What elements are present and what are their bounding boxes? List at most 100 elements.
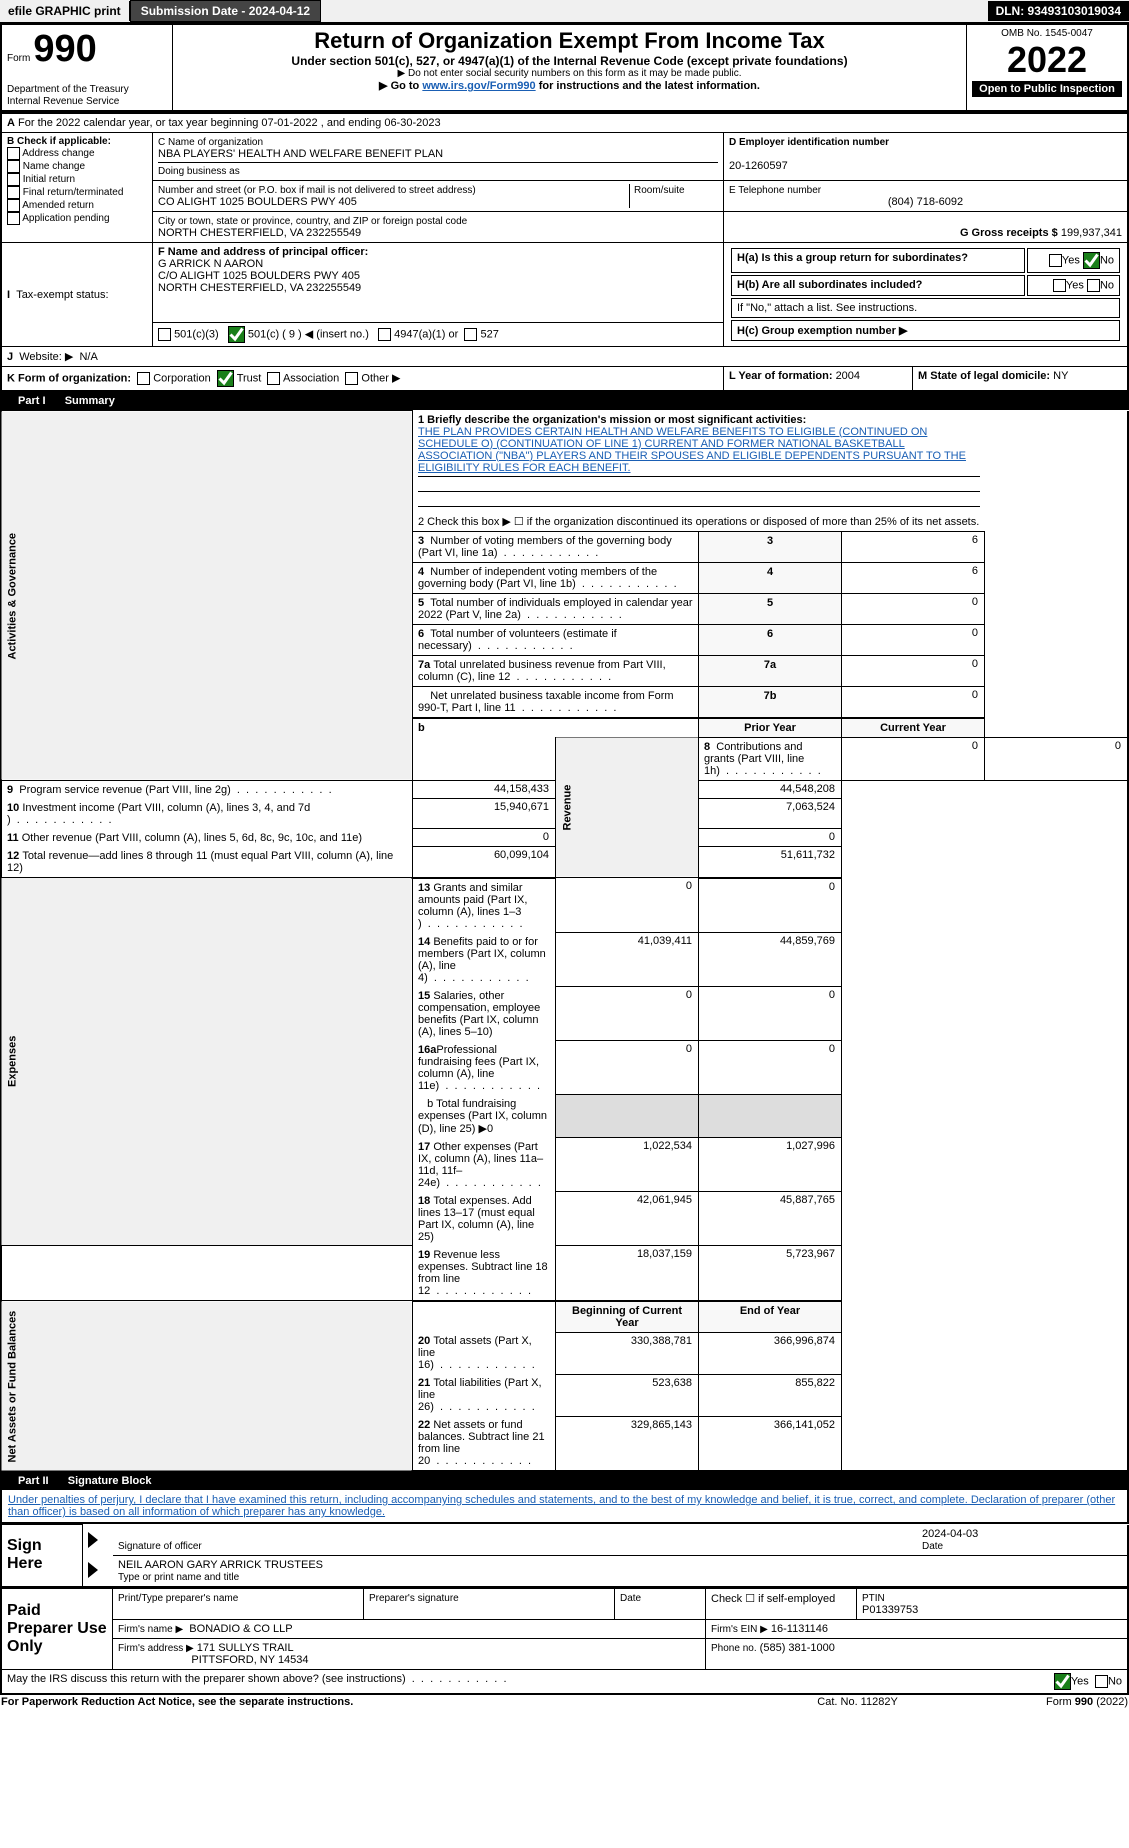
prior-year-hdr: Prior Year — [699, 718, 842, 738]
checkbox-initial-return[interactable] — [7, 173, 20, 186]
ha-no-checkbox[interactable] — [1083, 252, 1100, 269]
line16a-label: Professional fundraising fees (Part IX, … — [418, 1044, 540, 1092]
line13-label: Grants and similar amounts paid (Part IX… — [418, 882, 527, 930]
firm-phone: (585) 381-1000 — [760, 1642, 835, 1654]
perjury-declaration[interactable]: Under penalties of perjury, I declare th… — [8, 1494, 1115, 1518]
g-gross-label: G Gross receipts $ — [960, 227, 1058, 239]
side-revenue: Revenue — [556, 737, 699, 878]
prep-date-label: Date — [620, 1593, 641, 1604]
i-501c3-checkbox[interactable] — [158, 328, 171, 341]
part-ii-label: Part II — [8, 1473, 59, 1489]
i-4947-checkbox[interactable] — [378, 328, 391, 341]
checkbox-name-change[interactable] — [7, 160, 20, 173]
line6-val: 0 — [842, 624, 985, 655]
p8: 0 — [842, 737, 985, 780]
p18: 42,061,945 — [556, 1192, 699, 1246]
p10: 15,940,671 — [413, 799, 556, 829]
part-ii-header: Part II Signature Block — [0, 1472, 1129, 1490]
l-year-label: L Year of formation: — [729, 370, 836, 382]
ein-value: 20-1260597 — [729, 160, 788, 172]
part-i-title: Summary — [65, 395, 115, 407]
mission-text[interactable]: THE PLAN PROVIDES CERTAIN HEALTH AND WEL… — [418, 426, 966, 474]
footer-row: For Paperwork Reduction Act Notice, see … — [0, 1695, 1129, 1709]
efile-header-bar: efile GRAPHIC print Submission Date - 20… — [0, 0, 1129, 23]
gross-receipts: 199,937,341 — [1061, 227, 1122, 239]
k-form-org-label: K Form of organization: — [7, 372, 131, 384]
i-501c-checkbox[interactable] — [228, 326, 245, 343]
firm-ein-label: Firm's EIN ▶ — [711, 1624, 768, 1635]
p14: 41,039,411 — [556, 933, 699, 987]
i-527-checkbox[interactable] — [464, 328, 477, 341]
form-label: Form — [7, 53, 30, 64]
c16a: 0 — [699, 1041, 842, 1095]
form-number: 990 — [33, 28, 96, 70]
website-value: N/A — [79, 351, 97, 363]
discuss-no-checkbox[interactable] — [1095, 1675, 1108, 1688]
checkbox-amended-return[interactable] — [7, 199, 20, 212]
line20-label: Total assets (Part X, line 16) — [418, 1335, 535, 1371]
c14: 44,859,769 — [699, 933, 842, 987]
p21: 523,638 — [556, 1374, 699, 1416]
line3-label: Number of voting members of the governin… — [418, 535, 672, 559]
discuss-yes-checkbox[interactable] — [1054, 1673, 1071, 1690]
c18: 45,887,765 — [699, 1192, 842, 1246]
line18-label: Total expenses. Add lines 13–17 (must eq… — [418, 1195, 535, 1243]
checkbox-application-pending[interactable] — [7, 212, 20, 225]
hb-yes: Yes — [1066, 279, 1084, 291]
c19: 5,723,967 — [699, 1246, 842, 1301]
b-item-3: Final return/terminated — [23, 187, 124, 198]
line19-label: Revenue less expenses. Subtract line 18 … — [418, 1249, 548, 1297]
line3-val: 6 — [842, 531, 985, 562]
i-527: 527 — [480, 328, 498, 340]
p13: 0 — [556, 878, 699, 933]
city-value: NORTH CHESTERFIELD, VA 232255549 — [158, 227, 361, 239]
omb-number: OMB No. 1545-0047 — [972, 28, 1122, 39]
firm-addr1: 171 SULLYS TRAIL — [197, 1642, 294, 1654]
c22: 366,141,052 — [699, 1416, 842, 1471]
firm-phone-label: Phone no. — [711, 1643, 757, 1654]
f-officer-label: F Name and address of principal officer: — [158, 246, 368, 258]
phone-value: (804) 718-6092 — [729, 196, 1122, 208]
street-value: CO ALIGHT 1025 BOULDERS PWY 405 — [158, 196, 357, 208]
part-i-table: Activities & Governance 1 Briefly descri… — [0, 410, 1129, 1472]
p20: 330,388,781 — [556, 1332, 699, 1374]
firm-addr2: PITTSFORD, NY 14534 — [191, 1654, 308, 1666]
i-4947: 4947(a)(1) or — [394, 328, 458, 340]
officer-name: G ARRICK N AARON — [158, 258, 263, 270]
submission-date-button[interactable]: Submission Date - 2024-04-12 — [130, 0, 321, 22]
k-trust-checkbox[interactable] — [217, 370, 234, 387]
discuss-no: No — [1108, 1675, 1122, 1687]
k-assoc-checkbox[interactable] — [267, 372, 280, 385]
side-activities: Activities & Governance — [1, 411, 413, 781]
p16a: 0 — [556, 1041, 699, 1095]
p9: 44,158,433 — [413, 780, 556, 799]
officer-addr1: C/O ALIGHT 1025 BOULDERS PWY 405 — [158, 270, 360, 282]
eoy-hdr: End of Year — [699, 1301, 842, 1333]
checkbox-final-return[interactable] — [7, 186, 20, 199]
p15: 0 — [556, 987, 699, 1041]
line4-label: Number of independent voting members of … — [418, 566, 677, 590]
ha-yes-checkbox[interactable] — [1049, 254, 1062, 267]
hb-no-checkbox[interactable] — [1087, 279, 1100, 292]
irs-link[interactable]: www.irs.gov/Form990 — [422, 80, 535, 92]
line7b-val: 0 — [842, 686, 985, 718]
preparer-table: Paid Preparer Use Only Print/Type prepar… — [0, 1588, 1129, 1695]
line7b-label: Net unrelated business taxable income fr… — [418, 690, 674, 714]
p17: 1,022,534 — [556, 1138, 699, 1192]
k-corp-checkbox[interactable] — [137, 372, 150, 385]
signer-name: NEIL AARON GARY ARRICK TRUSTEES — [118, 1559, 323, 1571]
discuss-question: May the IRS discuss this return with the… — [7, 1673, 507, 1685]
p11: 0 — [413, 829, 556, 847]
form-footer: Form 990 (2022) — [947, 1695, 1129, 1709]
form-header-table: Form 990 Department of the Treasury Inte… — [0, 23, 1129, 112]
line12-label: Total revenue—add lines 8 through 11 (mu… — [7, 850, 393, 874]
hb-label: H(b) Are all subordinates included? — [737, 279, 922, 291]
checkbox-address-change[interactable] — [7, 147, 20, 160]
firm-name-label: Firm's name ▶ — [118, 1624, 183, 1635]
k-other-checkbox[interactable] — [345, 372, 358, 385]
side-expenses: Expenses — [1, 878, 413, 1246]
ptin-value: P01339753 — [862, 1604, 918, 1616]
officer-addr2: NORTH CHESTERFIELD, VA 232255549 — [158, 282, 361, 294]
hb-yes-checkbox[interactable] — [1053, 279, 1066, 292]
h-note: If "No," attach a list. See instructions… — [731, 298, 1120, 318]
